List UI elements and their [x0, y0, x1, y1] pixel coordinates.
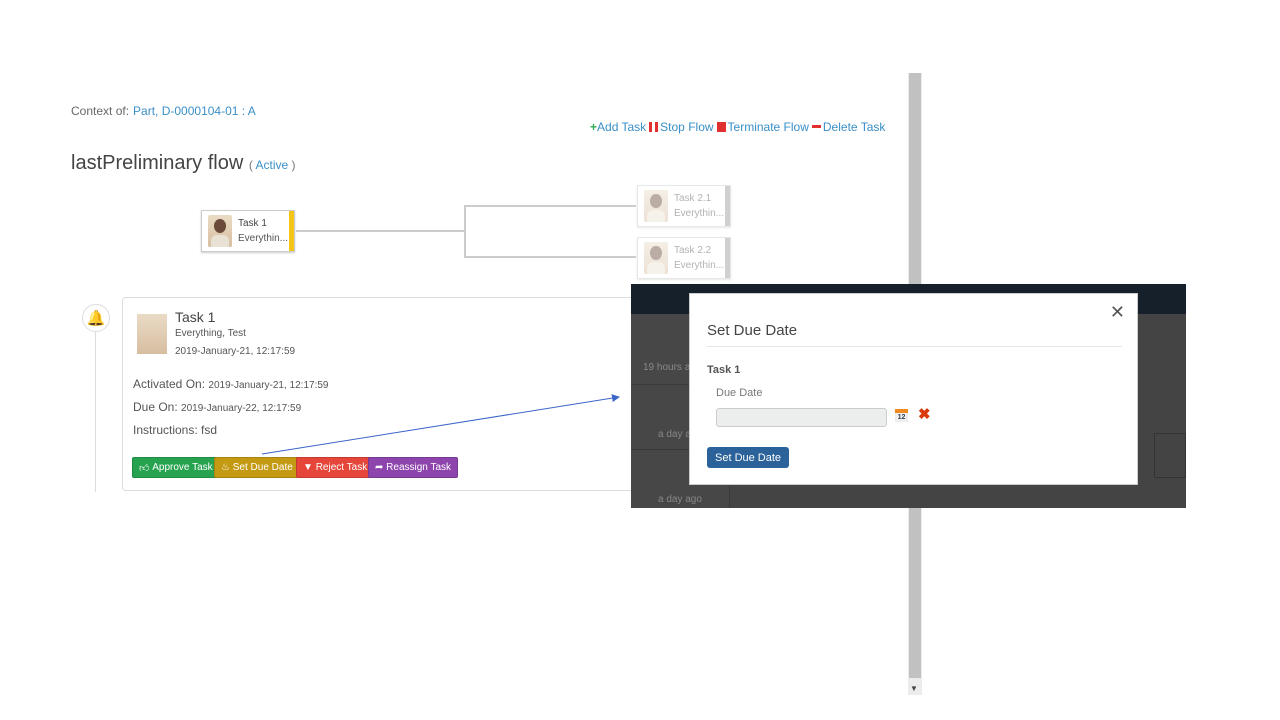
task-title: Task 1 — [175, 309, 216, 325]
terminate-flow-link[interactable]: Terminate Flow — [716, 120, 809, 134]
avatar — [644, 242, 668, 274]
share-icon: ➦ — [375, 462, 384, 473]
plus-icon: + — [590, 120, 598, 134]
set-due-date-submit-button[interactable]: Set Due Date — [707, 447, 790, 468]
close-icon[interactable]: ✕ — [1109, 302, 1125, 322]
bell-icon: 🔔 — [82, 304, 110, 332]
avatar — [137, 314, 167, 354]
calendar-icon[interactable]: 12 — [895, 409, 908, 422]
reassign-task-button[interactable]: ➦ Reassign Task — [368, 457, 459, 478]
task-created: 2019-January-21, 12:17:59 — [175, 346, 296, 357]
connector — [464, 205, 466, 257]
connector — [464, 256, 636, 258]
due-date: 2019-January-22, 12:17:59 — [181, 403, 302, 414]
instructions: fsd — [201, 423, 218, 437]
avatar — [644, 190, 668, 222]
activated-date: 2019-January-21, 12:17:59 — [208, 380, 329, 391]
scroll-down-icon[interactable]: ▼ — [910, 684, 918, 693]
clear-date-icon[interactable]: ✖ — [918, 406, 931, 423]
thumbs-down-icon: ▼ — [303, 462, 313, 473]
page-title: lastPreliminary flow ( Active ) — [71, 152, 296, 174]
bell-icon: ♨ — [221, 462, 230, 473]
connector — [464, 205, 636, 207]
avatar — [208, 215, 232, 247]
stop-icon — [716, 122, 726, 132]
reject-task-button[interactable]: ▼ Reject Task — [296, 457, 375, 478]
due-date-label: Due Date — [716, 387, 763, 399]
set-due-date-dialog: ✕ Set Due Date Task 1 Due Date 12 ✖ Set … — [689, 293, 1138, 485]
timeline-line — [95, 332, 96, 492]
delete-task-link[interactable]: Delete Task — [811, 120, 885, 134]
flow-status-link[interactable]: Active — [255, 158, 289, 172]
pause-icon — [649, 122, 659, 132]
context-label: Context of: — [71, 104, 130, 118]
task-assignee: Everything, Test — [175, 328, 246, 339]
approve-task-button[interactable]: 👍︎ Approve Task — [132, 457, 220, 478]
dialog-task-name: Task 1 — [707, 364, 741, 376]
flow-actions: +Add Task Stop Flow Terminate Flow Delet… — [590, 120, 885, 134]
divider — [707, 346, 1122, 347]
dialog-title: Set Due Date — [707, 322, 798, 339]
connector — [296, 230, 464, 232]
thumbs-up-icon: 👍︎ — [139, 462, 150, 474]
context-link[interactable]: Part, D-0000104-01 : A — [133, 104, 256, 118]
flow-node-task-1[interactable]: Task 1 Everythin... — [201, 210, 295, 252]
due-date-input[interactable] — [716, 408, 887, 427]
context-line: Context of: Part, D-0000104-01 : A — [71, 104, 256, 118]
minus-icon — [811, 125, 821, 128]
add-task-link[interactable]: +Add Task — [590, 120, 647, 134]
flow-node-task-2-2[interactable]: Task 2.2 Everythin... — [637, 237, 731, 279]
set-due-date-button[interactable]: ♨ Set Due Date — [214, 457, 300, 478]
stop-flow-link[interactable]: Stop Flow — [649, 120, 714, 134]
flow-node-task-2-1[interactable]: Task 2.1 Everythin... — [637, 185, 731, 227]
